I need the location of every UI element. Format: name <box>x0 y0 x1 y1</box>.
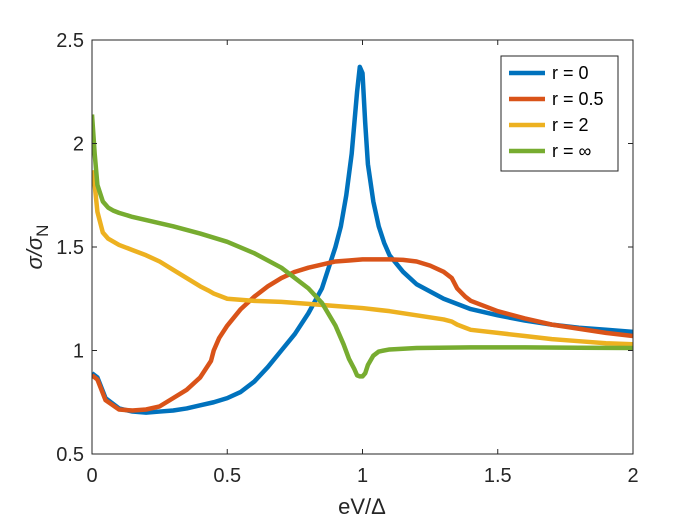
legend-label-1: r = 0.5 <box>552 89 604 109</box>
x-tick-labels: 0 0.5 1 1.5 2 <box>86 465 638 487</box>
y-tick-labels: 0.5 1 1.5 2 2.5 <box>56 30 84 466</box>
series-line-0 <box>92 64 633 415</box>
y-axis-label-subscript: N <box>33 225 52 237</box>
x-tick-label: 0.5 <box>213 465 241 487</box>
x-tick-label: 0 <box>86 465 97 487</box>
y-axis-label: σ/σN <box>22 225 52 270</box>
series-layer <box>92 64 633 415</box>
legend-label-0: r = 0 <box>552 63 589 83</box>
legend-label-3: r = ∞ <box>552 141 592 161</box>
y-tick-label: 1 <box>73 341 84 363</box>
ticks-layer <box>91 39 634 455</box>
series-line-3 <box>92 114 633 379</box>
y-tick-label: 1.5 <box>56 237 84 259</box>
x-tick-label: 1.5 <box>484 465 512 487</box>
series-line-2 <box>92 169 633 347</box>
legend: r = 0 r = 0.5 r = 2 r = ∞ <box>500 55 619 172</box>
legend-label-2: r = 2 <box>552 115 589 135</box>
y-axis-label-main: σ/σ <box>22 236 47 269</box>
y-tick-label: 0.5 <box>56 444 84 466</box>
y-tick-label: 2.5 <box>56 30 84 52</box>
x-tick-label: 2 <box>627 465 638 487</box>
y-tick-label: 2 <box>73 134 84 156</box>
series-line-1 <box>92 257 633 413</box>
x-axis-label: eV/Δ <box>338 494 386 519</box>
x-tick-label: 1 <box>357 465 368 487</box>
